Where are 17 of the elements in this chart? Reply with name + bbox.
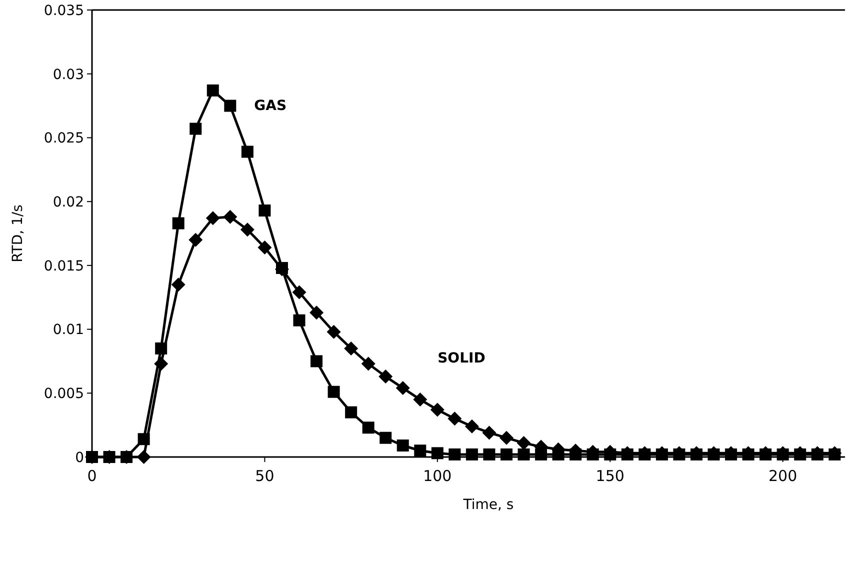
x-axis-title: Time, s (462, 497, 514, 513)
y-tick-label: 0.015 (44, 258, 84, 274)
x-tick-label: 0 (87, 467, 97, 485)
x-tick-label: 50 (255, 467, 274, 485)
y-tick-label: 0.02 (52, 194, 84, 210)
x-tick-label: 100 (423, 467, 452, 485)
text: SOLID (438, 350, 486, 367)
y-tick-label: 0.025 (44, 130, 84, 147)
y-tick-label: 0.035 (44, 2, 84, 19)
x-tick-label: 200 (768, 467, 798, 485)
series-label: GAS (254, 98, 287, 114)
y-tick-label: 0.01 (52, 322, 84, 338)
y-tick-label: 0 (75, 450, 84, 466)
x-tick-label: 150 (596, 467, 624, 485)
y-tick-label: 0.005 (44, 386, 84, 402)
y-axis-title: RTD, 1/s (10, 204, 26, 262)
y-tick-label: 0.03 (52, 66, 84, 83)
